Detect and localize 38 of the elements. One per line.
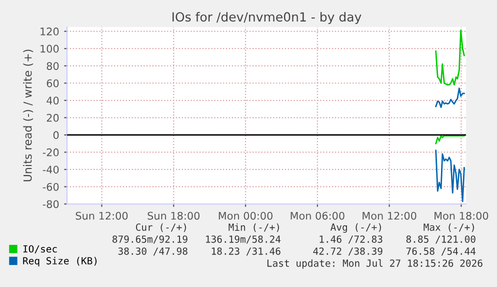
text: Cur (-/+) [136, 223, 186, 232]
y-tick-label: -80 [42, 200, 59, 208]
text: 42.72 /38.39 [313, 247, 382, 256]
text: 136.19m/58.24 [206, 235, 281, 244]
line-series [435, 88, 465, 108]
line-series [435, 30, 465, 86]
chart-title: IOs for /dev/nvme0n1 - by day [172, 12, 362, 24]
text: Max (-/+) [424, 223, 474, 232]
y-tick-label: 20 [46, 114, 59, 122]
text: Last update: Mon Jul 27 18:15:26 2026 [267, 259, 482, 269]
y-tick-label: 120 [40, 28, 59, 36]
text: 879.65m/92.19 [112, 235, 188, 244]
y-tick-label: -60 [42, 182, 59, 191]
text: 18.23 /31.46 [212, 247, 280, 256]
y-tick-label: 100 [40, 44, 59, 53]
y-tick-label: 60 [46, 79, 59, 88]
y-tick-label: -40 [42, 166, 59, 174]
text: 38.30 /47.98 [118, 247, 188, 256]
text: 1.46 /72.83 [320, 235, 382, 244]
x-tick-label: Sun 18:00 [148, 212, 200, 220]
x-tick-label: Mon 12:00 [362, 212, 416, 220]
text: 76.58 /54.44 [406, 247, 476, 256]
text: 8.85 /121.00 [406, 235, 476, 244]
line-series [435, 150, 465, 202]
y-tick-label: 80 [46, 62, 59, 70]
x-tick-label: Mon 00:00 [218, 212, 272, 220]
x-tick-label: Mon 06:00 [290, 212, 344, 220]
y-tick-label: -20 [42, 148, 59, 156]
legend-label: IO/sec [23, 245, 57, 254]
y-tick-label: 0 [53, 131, 59, 140]
x-tick-label: Sun 12:00 [76, 212, 128, 220]
y-tick-label: 40 [46, 96, 59, 104]
x-tick-label: Mon 18:00 [434, 212, 488, 220]
text: Avg (-/+) [330, 223, 381, 233]
y-axis-title: Units read (-) / write (+) [23, 50, 34, 182]
line-series [435, 135, 465, 144]
legend-label: Req Size (KB) [23, 256, 97, 266]
text: Min (-/+) [228, 223, 279, 232]
